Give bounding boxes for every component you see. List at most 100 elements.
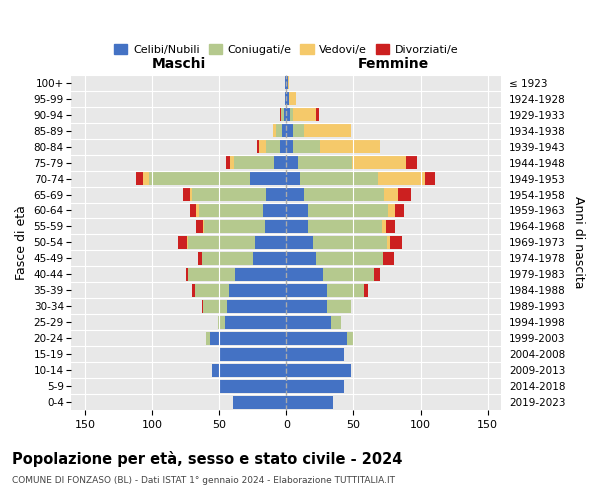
Bar [203, 300, 227, 313]
Bar [188, 268, 235, 281]
Bar [185, 268, 188, 281]
Bar [382, 220, 386, 233]
Bar [326, 300, 351, 313]
Bar [326, 284, 364, 297]
Bar [286, 204, 308, 217]
Bar [286, 108, 290, 121]
Bar [286, 300, 326, 313]
Bar [143, 172, 149, 185]
Bar [300, 172, 377, 185]
Bar [352, 156, 406, 169]
Bar [385, 188, 398, 201]
Bar [386, 220, 395, 233]
Bar [196, 220, 203, 233]
Bar [286, 76, 287, 89]
Bar [286, 364, 351, 377]
Text: COMUNE DI FONZASO (BL) - Dati ISTAT 1° gennaio 2024 - Elaborazione TUTTITALIA.IT: COMUNE DI FONZASO (BL) - Dati ISTAT 1° g… [12, 476, 395, 485]
Bar [285, 92, 286, 105]
Bar [304, 188, 385, 201]
Text: Popolazione per età, sesso e stato civile - 2024: Popolazione per età, sesso e stato civil… [12, 451, 403, 467]
Bar [282, 124, 286, 137]
Bar [253, 252, 286, 265]
Bar [193, 188, 266, 201]
Bar [286, 92, 289, 105]
Bar [274, 156, 286, 169]
Bar [275, 124, 282, 137]
Bar [234, 156, 274, 169]
Bar [374, 268, 380, 281]
Bar [364, 284, 368, 297]
Bar [286, 124, 293, 137]
Bar [286, 188, 304, 201]
Bar [331, 316, 341, 329]
Bar [235, 268, 286, 281]
Bar [265, 220, 286, 233]
Text: Femmine: Femmine [358, 58, 430, 71]
Bar [286, 220, 308, 233]
Bar [406, 156, 416, 169]
Bar [210, 332, 286, 345]
Bar [286, 236, 313, 249]
Bar [199, 204, 263, 217]
Bar [263, 204, 286, 217]
Bar [304, 124, 351, 137]
Bar [219, 380, 286, 393]
Bar [286, 172, 300, 185]
Bar [313, 236, 387, 249]
Bar [286, 316, 331, 329]
Bar [286, 284, 326, 297]
Bar [202, 252, 253, 265]
Bar [298, 156, 352, 169]
Bar [308, 204, 388, 217]
Bar [136, 172, 143, 185]
Bar [395, 204, 404, 217]
Bar [178, 236, 187, 249]
Bar [187, 236, 188, 249]
Bar [290, 108, 293, 121]
Bar [190, 188, 193, 201]
Bar [273, 124, 275, 137]
Bar [193, 284, 195, 297]
Bar [183, 188, 190, 201]
Bar [293, 124, 304, 137]
Bar [286, 140, 293, 153]
Bar [197, 252, 202, 265]
Bar [212, 364, 286, 377]
Bar [285, 76, 286, 89]
Bar [224, 316, 286, 329]
Y-axis label: Anni di nascita: Anni di nascita [572, 196, 585, 288]
Bar [316, 108, 319, 121]
Bar [250, 172, 286, 185]
Bar [205, 220, 265, 233]
Bar [218, 316, 224, 329]
Y-axis label: Fasce di età: Fasce di età [15, 205, 28, 280]
Bar [226, 156, 230, 169]
Bar [256, 236, 286, 249]
Bar [398, 188, 411, 201]
Bar [257, 140, 259, 153]
Legend: Celibi/Nubili, Coniugati/e, Vedovi/e, Divorziati/e: Celibi/Nubili, Coniugati/e, Vedovi/e, Di… [110, 40, 463, 60]
Bar [196, 204, 199, 217]
Bar [286, 332, 347, 345]
Bar [390, 236, 402, 249]
Bar [286, 268, 323, 281]
Bar [347, 332, 353, 345]
Bar [233, 396, 286, 409]
Bar [280, 140, 286, 153]
Bar [286, 156, 298, 169]
Bar [293, 140, 320, 153]
Bar [206, 332, 210, 345]
Bar [286, 396, 334, 409]
Bar [227, 300, 286, 313]
Bar [281, 108, 284, 121]
Bar [195, 284, 229, 297]
Bar [286, 252, 316, 265]
Bar [259, 140, 266, 153]
Bar [203, 220, 205, 233]
Bar [323, 268, 374, 281]
Bar [425, 172, 436, 185]
Bar [293, 108, 316, 121]
Bar [149, 172, 250, 185]
Bar [388, 204, 395, 217]
Bar [387, 236, 390, 249]
